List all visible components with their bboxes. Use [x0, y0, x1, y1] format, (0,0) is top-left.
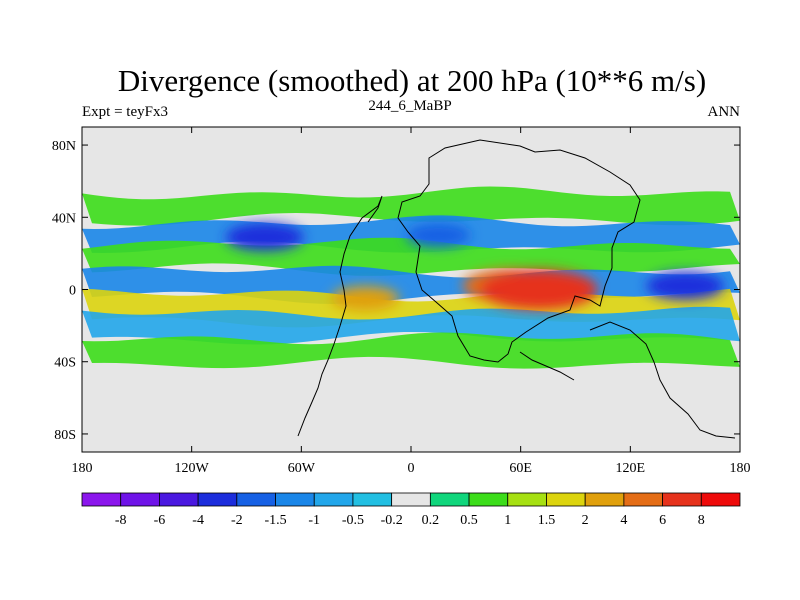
field-extreme-4 [331, 286, 400, 311]
y-tick-label: 40N [52, 211, 76, 226]
field-band-6 [82, 332, 740, 369]
colorbar-swatch [275, 492, 315, 507]
colorbar-swatch [159, 492, 199, 507]
colorbar-swatch [313, 492, 354, 507]
africa-eurasia-outline [397, 139, 641, 363]
colorbar-label: -6 [154, 513, 166, 528]
field-band-5 [82, 306, 740, 345]
experiment-label: Expt = teyFx3 [82, 104, 168, 120]
field-extreme-5 [406, 223, 471, 247]
field-extreme-0 [225, 223, 304, 251]
season-label: ANN [708, 104, 741, 120]
y-tick-label: 40S [54, 356, 76, 371]
continent-outlines [297, 139, 736, 439]
colorbar-swatch [662, 492, 702, 507]
x-tick-label: 180 [72, 461, 93, 476]
colorbar-swatch [352, 492, 393, 507]
colorbar-swatch [236, 492, 276, 507]
colorbar-label: 1.5 [538, 513, 556, 528]
americas-outline [297, 195, 383, 437]
colorbar-label: -1.5 [264, 513, 286, 528]
y-tick-label: 0 [69, 284, 76, 299]
map-panel [82, 127, 740, 452]
colorbar-label: 4 [620, 513, 627, 528]
x-tick-label: 60E [509, 461, 532, 476]
x-tick-label: 0 [408, 461, 415, 476]
field-extreme-3 [646, 272, 725, 300]
colorbar-swatch [468, 492, 509, 507]
colorbar-swatch [546, 492, 586, 507]
colorbar: -8 -6 -4 -2 -1.5 -1 -0.5 -0.2 0.2 0.5 1 1.5 2 4 6 8 [81, 492, 741, 528]
y-tick-label: 80N [52, 139, 76, 154]
field-extremes [225, 223, 725, 311]
colorbar-swatch [584, 492, 625, 507]
center-label: 244_6_MaBP [368, 98, 451, 114]
colorbar-label: 2 [582, 513, 589, 528]
x-axis: 180 120W 60W 0 60E 120E 180 [72, 127, 751, 476]
colorbar-label: -1 [308, 513, 320, 528]
colorbar-label: -0.5 [342, 513, 364, 528]
colorbar-label: -4 [192, 513, 204, 528]
colorbar-swatch [507, 492, 547, 507]
chart-title: Divergence (smoothed) at 200 hPa (10**6 … [118, 63, 706, 98]
x-tick-label: 60W [288, 461, 316, 476]
colorbar-label: -0.2 [381, 513, 403, 528]
colorbar-swatch [120, 492, 160, 507]
y-axis: 80N 40N 0 40S 80S [52, 139, 740, 443]
colorbar-label: 0.2 [422, 513, 440, 528]
south-america-outline [519, 351, 575, 381]
x-tick-label: 180 [730, 461, 751, 476]
x-tick-label: 120E [616, 461, 646, 476]
colorbar-label: -2 [231, 513, 243, 528]
colorbar-swatch [197, 492, 238, 507]
field-extreme-2 [479, 269, 598, 310]
colorbar-label: -8 [115, 513, 127, 528]
colorbar-label: 0.5 [460, 513, 478, 528]
australia-outline [589, 321, 736, 439]
colorbar-swatch [700, 492, 741, 507]
colorbar-label: 1 [504, 513, 511, 528]
y-tick-label: 80S [54, 428, 76, 443]
colorbar-label: 8 [698, 513, 705, 528]
colorbar-swatch [81, 492, 122, 507]
colorbar-swatch [391, 492, 431, 507]
field-band-0 [82, 186, 740, 226]
colorbar-label: 6 [659, 513, 666, 528]
field-bands [82, 186, 740, 369]
colorbar-swatch [429, 492, 470, 507]
x-tick-label: 120W [175, 461, 210, 476]
colorbar-swatch [623, 492, 663, 507]
